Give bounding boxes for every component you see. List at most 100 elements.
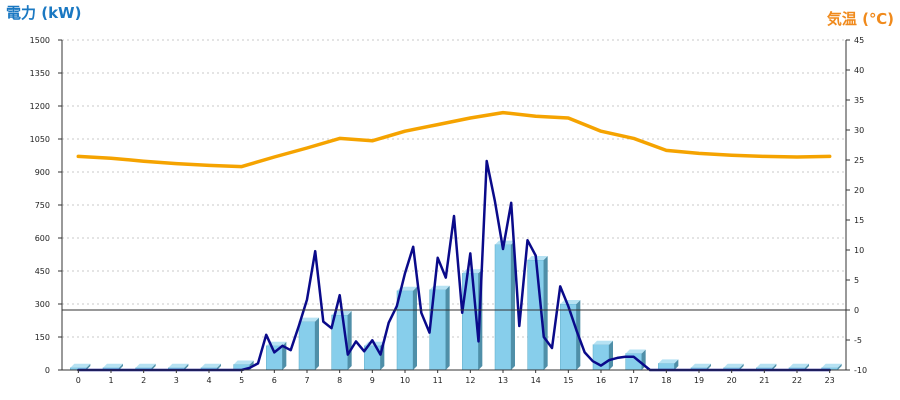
right-tick-label: 35 bbox=[854, 96, 864, 105]
power-bar-top bbox=[527, 256, 548, 260]
x-tick-label: 17 bbox=[629, 376, 639, 385]
power-bar-top bbox=[691, 363, 711, 368]
tick-labels: 01503004506007509001050120013501500-10-5… bbox=[30, 36, 867, 385]
power-bar-top bbox=[168, 363, 189, 368]
power-demand-line bbox=[77, 159, 831, 372]
power-bar-side bbox=[347, 311, 352, 370]
x-tick-label: 7 bbox=[304, 376, 309, 385]
x-tick-label: 22 bbox=[792, 376, 802, 385]
power-bars bbox=[70, 240, 842, 371]
x-tick-label: 14 bbox=[531, 376, 541, 385]
right-tick-label: 20 bbox=[854, 186, 864, 195]
power-bar bbox=[266, 341, 287, 371]
x-tick-label: 5 bbox=[239, 376, 244, 385]
power-bar-side bbox=[805, 363, 809, 370]
left-tick-label: 1500 bbox=[30, 36, 50, 45]
x-tick-label: 19 bbox=[694, 376, 704, 385]
power-bar-top bbox=[201, 363, 221, 368]
left-tick-label: 900 bbox=[35, 168, 50, 177]
right-tick-label: -10 bbox=[854, 366, 867, 375]
power-bar-side bbox=[837, 363, 842, 370]
power-bar bbox=[494, 240, 515, 371]
x-tick-label: 8 bbox=[337, 376, 342, 385]
x-tick-label: 20 bbox=[727, 376, 737, 385]
x-tick-label: 18 bbox=[661, 376, 671, 385]
left-axis-title: 電力 (kW) bbox=[6, 4, 81, 22]
series-lines bbox=[76, 110, 832, 372]
grid-lines bbox=[62, 39, 846, 338]
right-tick-label: 0 bbox=[854, 306, 859, 315]
x-tick-label: 4 bbox=[206, 376, 211, 385]
right-tick-label: 10 bbox=[854, 246, 864, 255]
left-tick-label: 450 bbox=[35, 267, 50, 276]
right-tick-label: -5 bbox=[854, 336, 862, 345]
left-tick-label: 300 bbox=[35, 300, 50, 309]
power-bar-side bbox=[511, 240, 515, 370]
power-bar-side bbox=[707, 363, 711, 370]
x-tick-label: 1 bbox=[108, 376, 113, 385]
axes bbox=[58, 39, 850, 373]
x-tick-label: 16 bbox=[596, 376, 606, 385]
left-tick-label: 750 bbox=[35, 201, 50, 210]
power-bar-top bbox=[233, 360, 254, 365]
power-bar bbox=[396, 286, 417, 371]
power-bar-top bbox=[70, 363, 91, 368]
power-bar-side bbox=[184, 363, 189, 370]
power-bar bbox=[233, 360, 254, 371]
right-tick-label: 25 bbox=[854, 156, 864, 165]
power-bar-side bbox=[413, 286, 417, 370]
power-bar-side bbox=[119, 363, 123, 370]
power-bar-top bbox=[625, 349, 646, 354]
power-bar-side bbox=[315, 317, 319, 370]
x-tick-label: 6 bbox=[272, 376, 277, 385]
power-bar-side bbox=[151, 363, 156, 370]
power-bar-top bbox=[299, 317, 319, 322]
x-tick-label: 2 bbox=[141, 376, 146, 385]
x-tick-label: 12 bbox=[465, 376, 475, 385]
power-bar-side bbox=[86, 363, 91, 370]
left-tick-label: 1200 bbox=[30, 102, 50, 111]
right-tick-label: 30 bbox=[854, 126, 864, 135]
right-axis-title: 気温 (℃) bbox=[827, 10, 894, 28]
power-bar-side bbox=[282, 341, 287, 370]
right-tick-label: 15 bbox=[854, 216, 864, 225]
right-tick-label: 5 bbox=[854, 276, 859, 285]
power-bar-top bbox=[135, 363, 156, 368]
power-bar-side bbox=[739, 363, 744, 370]
left-tick-label: 600 bbox=[35, 234, 50, 243]
power-bar-side bbox=[772, 363, 777, 370]
power-bar-side bbox=[674, 359, 679, 370]
power-bar-top bbox=[789, 363, 809, 368]
x-tick-label: 23 bbox=[825, 376, 835, 385]
x-tick-label: 15 bbox=[563, 376, 573, 385]
left-tick-label: 1350 bbox=[30, 69, 50, 78]
x-tick-label: 3 bbox=[174, 376, 179, 385]
power-bar bbox=[298, 317, 319, 371]
x-tick-label: 11 bbox=[433, 376, 443, 385]
x-tick-label: 9 bbox=[370, 376, 375, 385]
power-bar-top bbox=[821, 363, 842, 368]
power-bar bbox=[658, 359, 679, 371]
power-bar-side bbox=[445, 285, 450, 370]
x-tick-label: 13 bbox=[498, 376, 508, 385]
power-bar-side bbox=[543, 256, 548, 370]
power-bar-top bbox=[103, 363, 123, 368]
left-tick-label: 150 bbox=[35, 333, 50, 342]
power-bar-top bbox=[593, 340, 613, 345]
power-bar-top bbox=[723, 363, 744, 368]
right-tick-label: 45 bbox=[854, 36, 864, 45]
power-bar-front bbox=[560, 303, 577, 371]
power-bar-side bbox=[609, 340, 613, 370]
power-bar-front bbox=[298, 321, 316, 371]
power-bar-top bbox=[756, 363, 777, 368]
power-bar-front bbox=[396, 290, 414, 371]
temperature-line bbox=[76, 110, 832, 169]
power-bar-top bbox=[658, 359, 679, 364]
left-tick-label: 0 bbox=[45, 366, 50, 375]
left-tick-label: 1050 bbox=[30, 135, 50, 144]
power-bar-front bbox=[494, 244, 512, 371]
x-tick-label: 0 bbox=[76, 376, 81, 385]
power-bar-side bbox=[217, 363, 221, 370]
x-tick-label: 10 bbox=[400, 376, 410, 385]
